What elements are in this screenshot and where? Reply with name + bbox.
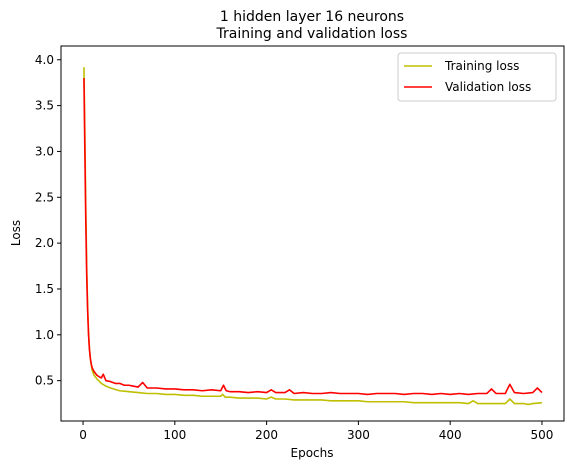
x-tick-label: 200 [255,428,278,442]
plot-area [61,46,564,421]
series-group [83,67,543,406]
chart-title-line2: Training and validation loss [216,26,408,42]
y-tick-label: 3.5 [35,99,54,113]
x-axis-ticks: 0 100 200 300 400 500 [79,421,553,442]
x-tick-label: 0 [79,428,87,442]
legend-box [397,52,557,102]
x-tick-label: 500 [531,428,554,442]
legend-label-validation: Validation loss [445,80,531,94]
y-tick-label: 3.0 [35,144,54,158]
y-tick-label: 2.5 [35,190,54,204]
series-line-validation [83,78,543,396]
x-tick-label: 100 [163,428,186,442]
y-tick-label: 1.0 [35,328,54,342]
legend: Training loss Validation loss [397,52,557,102]
x-tick-label: 300 [347,428,370,442]
y-tick-label: 0.5 [35,374,54,388]
y-axis-label: Loss [9,220,23,246]
legend-label-training: Training loss [444,59,519,73]
y-axis-ticks: 0.5 1.0 1.5 2.0 2.5 3.0 3.5 4.0 [35,53,61,388]
chart-title-line1: 1 hidden layer 16 neurons [220,9,404,25]
x-tick-label: 400 [439,428,462,442]
plot-frame [60,45,565,422]
y-tick-label: 4.0 [35,53,54,67]
series-line-training [83,67,543,406]
y-tick-label: 1.5 [35,282,54,296]
y-tick-label: 2.0 [35,236,54,250]
x-axis-label: Epochs [291,446,334,460]
